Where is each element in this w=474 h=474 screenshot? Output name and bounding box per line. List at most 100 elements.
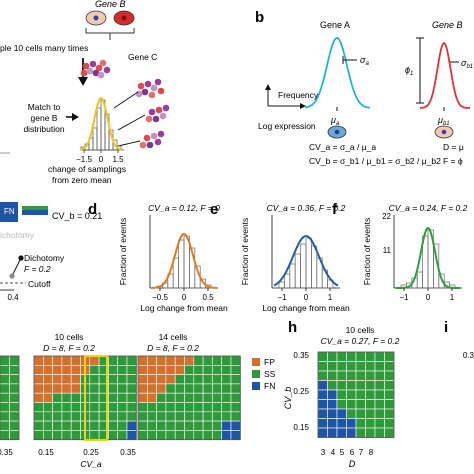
heatmap-cell [33, 430, 44, 440]
panel-b: b Gene A Gene B σa μa ϕ1 σb1 μb1 Frequen… [255, 9, 473, 166]
heatmap-cell [108, 402, 119, 413]
heatmap-cell [221, 364, 232, 375]
heatmap-cell [327, 370, 338, 381]
heatmap-cell [336, 427, 347, 438]
fn-swatch-small [22, 210, 48, 215]
log-expression-label: Log expression [258, 121, 316, 131]
gene-b-label: Gene B [95, 0, 126, 9]
fit-curve [273, 234, 339, 287]
heatmap-cell [317, 380, 328, 391]
heatmap-cell [202, 364, 213, 375]
heatmap-cell [165, 392, 176, 403]
heatmap-cell [174, 430, 185, 440]
heatmap-cell [327, 380, 338, 391]
heatmap-cell [156, 355, 167, 366]
x-tick-label: 0 [182, 293, 187, 302]
legend-label: FP [264, 357, 275, 367]
x-tick-label: 6 [350, 448, 355, 457]
heatmap-cell [137, 411, 148, 422]
x-tick-label: 8 [369, 448, 374, 457]
heatmap-cell [61, 392, 72, 403]
heatmap-cell [61, 374, 72, 385]
heatmap-cell [365, 361, 376, 372]
x-axis-label: Log change from mean [262, 303, 350, 313]
heatmap-cell [317, 370, 328, 381]
heatmap-legend: FP SS FN [252, 357, 276, 391]
mu-a-label: μa [330, 115, 340, 127]
histogram-bar [438, 273, 445, 289]
heatmap-cell [174, 392, 185, 403]
heatmap-cell [174, 355, 185, 366]
heatmap-cell [61, 430, 72, 440]
heatmap-cell [174, 420, 185, 431]
heatmap-cell [355, 370, 366, 381]
heatmap-cell [346, 389, 357, 400]
heatmap-cell [374, 427, 385, 438]
heatmap-cell [221, 392, 232, 403]
heatmap-cell [230, 411, 241, 422]
fit-curve [396, 226, 460, 289]
x-axis-label: D [349, 459, 356, 469]
heatmap-cell [52, 392, 63, 403]
heatmap-cell [193, 402, 204, 413]
cell-cluster-top [80, 59, 111, 79]
heatmap-cell [52, 355, 63, 366]
heatmap-cell [117, 411, 128, 422]
heatmap-cell [117, 364, 128, 375]
heatmap-cell [184, 402, 195, 413]
heatmap-cell [108, 392, 119, 403]
heatmap-cell [346, 399, 357, 410]
histogram-f: f CV_a = 0.24, F = 0.2 Fraction of events −… [332, 201, 468, 302]
heatmap-cell [327, 408, 338, 419]
histogram-bar [96, 107, 102, 151]
heatmap-cell [42, 430, 53, 440]
match-text-line-2: gene B [31, 113, 58, 123]
heatmap-cell [212, 392, 222, 403]
heatmap-cell [355, 427, 366, 438]
heatmap-cell [230, 383, 241, 394]
heatmap-cell [365, 380, 376, 391]
heatmap-cell [156, 383, 167, 394]
heatmap-cell [9, 411, 20, 422]
pointer-line [113, 91, 139, 109]
heatmap-cell [126, 364, 137, 375]
y-axis-label: Fraction of events [362, 218, 372, 286]
histogram-bar [199, 278, 206, 289]
heatmap-cell [384, 361, 395, 372]
heatmap-cell [9, 430, 20, 440]
panel-h: h 10 cells CV_a = 0.27, F = 0.2 0.35 0.2… [283, 319, 400, 469]
heatmap-cell [42, 364, 53, 375]
heatmap-cell [336, 399, 347, 410]
x-tick-label: 0.4 [7, 293, 19, 302]
heatmap-cell [384, 399, 395, 410]
heatmap-cell [147, 355, 157, 366]
bracket [85, 28, 135, 34]
ss-swatch-small [22, 206, 48, 210]
y-tick-label: 0.3 [463, 351, 474, 360]
heatmap-cell [184, 374, 195, 385]
heatmap-cell [327, 418, 338, 429]
heatmap-cell [42, 374, 53, 385]
heatmap-cell [117, 402, 128, 413]
heatmap-cell [108, 411, 119, 422]
heatmap-cell [212, 383, 222, 394]
heatmap-cell [147, 374, 157, 385]
panel-letter-b: b [255, 9, 264, 26]
histogram-bar [183, 235, 190, 289]
heatmap-cell [126, 383, 137, 394]
heatmap-cell [165, 430, 176, 440]
heatmap-cell [108, 383, 119, 394]
x-tick-label: −1.5 [76, 155, 92, 164]
histogram-bar [92, 127, 98, 151]
heatmap-cell [52, 430, 63, 440]
heatmap-cell [0, 402, 10, 413]
heatmap-cell [202, 374, 213, 385]
f-equation: F = ϕ [443, 156, 463, 166]
histogram-bar [311, 245, 318, 289]
heatmap-cell [355, 380, 366, 391]
heatmap-cell [61, 355, 72, 366]
heatmap-frame [137, 355, 241, 441]
heatmap-cell [374, 399, 385, 410]
heatmap-cell [193, 430, 204, 440]
